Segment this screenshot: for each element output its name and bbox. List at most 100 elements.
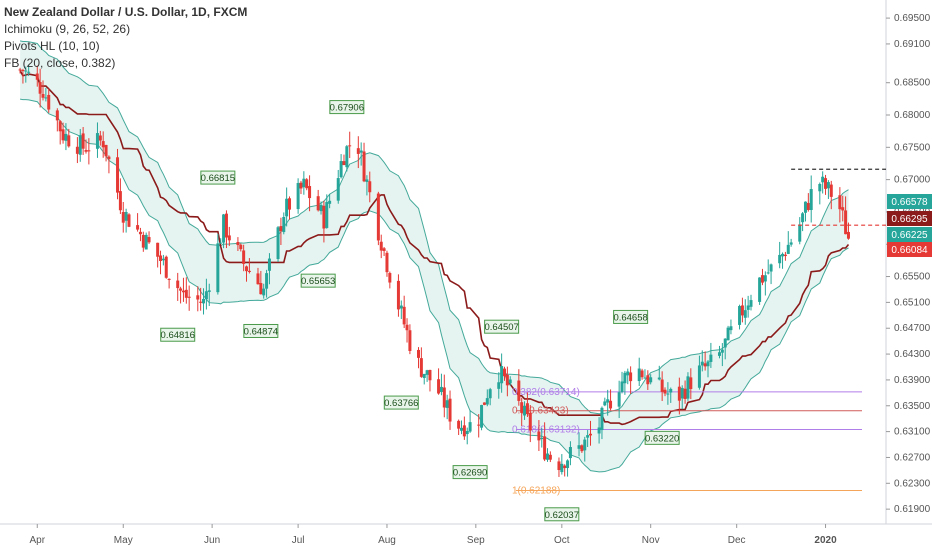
candle-body — [179, 288, 183, 291]
candle-body — [27, 71, 31, 73]
candle-body — [620, 381, 624, 393]
candle-body — [749, 300, 753, 307]
candle-body — [663, 389, 667, 394]
fib-level-label: 0.618(0.63132) — [512, 425, 580, 436]
candle-body — [184, 289, 188, 298]
candle-body — [202, 298, 206, 304]
candle-body — [47, 94, 51, 110]
fib-level-label: 0.382(0.63714) — [512, 387, 580, 398]
pivot-low-label: 0.63220 — [645, 433, 679, 444]
candle-body — [803, 201, 807, 213]
candle-body — [144, 234, 148, 250]
candle-body — [227, 235, 231, 241]
candle-body — [497, 382, 501, 389]
candle-body — [844, 210, 848, 235]
pivot-box — [329, 100, 365, 115]
candle-body — [204, 291, 208, 300]
y-tick-label: 0.64700 — [894, 323, 931, 334]
price-badge — [887, 242, 932, 257]
candle-body — [545, 453, 549, 460]
candle-body — [161, 258, 165, 261]
candle-body — [118, 191, 122, 211]
candle-body — [104, 144, 108, 157]
x-tick-label: 2020 — [814, 535, 837, 546]
candle-body — [256, 273, 260, 285]
upper-band-line — [19, 40, 849, 415]
candle-body — [528, 412, 532, 431]
candle-body — [781, 253, 785, 257]
pivot-box — [544, 507, 580, 522]
pivot-low-label: 0.64874 — [244, 326, 278, 337]
candle-body — [78, 135, 82, 155]
candle-body — [563, 465, 567, 469]
candle-body — [388, 273, 392, 283]
candle-body — [568, 446, 572, 459]
candle-body — [680, 387, 684, 399]
candle-body — [339, 161, 343, 178]
candle-body — [459, 427, 463, 431]
candle-body — [247, 270, 251, 272]
candle-body — [302, 178, 306, 188]
candle-body — [505, 374, 509, 386]
candle-body — [236, 241, 240, 246]
candle-body — [325, 202, 329, 228]
candle-body — [824, 178, 828, 189]
indicator-ichimoku[interactable]: Ichimoku (9, 26, 52, 26) — [4, 22, 131, 36]
candle-body — [288, 198, 292, 210]
candle-body — [577, 445, 581, 449]
candle-body — [445, 400, 449, 408]
candle-body — [84, 150, 88, 152]
candle-body — [259, 283, 263, 295]
candle-body — [167, 278, 171, 280]
candle-body — [646, 375, 650, 385]
x-tick-label: Nov — [642, 535, 660, 546]
candle-body — [439, 386, 443, 392]
candle-body — [626, 371, 630, 376]
candle-body — [477, 424, 481, 426]
candle-body — [729, 326, 733, 331]
candle-body — [643, 377, 647, 379]
candle-body — [58, 121, 62, 132]
candle-body — [683, 388, 687, 399]
candle-body — [348, 145, 352, 147]
candle-body — [488, 389, 492, 399]
pivot-box — [243, 323, 279, 338]
candle-body — [322, 205, 326, 229]
candle-body — [723, 338, 727, 348]
candle-body — [147, 237, 151, 243]
pivot-box — [160, 327, 196, 342]
x-tick-label: Apr — [29, 535, 45, 546]
candle-body — [187, 296, 191, 298]
candle-body — [379, 241, 383, 251]
candle-body — [425, 370, 429, 375]
candle-body — [95, 133, 99, 149]
candle-body — [224, 213, 228, 238]
candle-body — [738, 306, 742, 325]
candle-body — [603, 401, 607, 406]
x-tick-label: Oct — [554, 535, 570, 546]
fib-level-label: 0.5(0.63423) — [512, 406, 569, 417]
y-tick-label: 0.68500 — [894, 78, 931, 89]
indicator-fb[interactable]: FB (20, close, 0.382) — [4, 56, 116, 70]
candle-body — [583, 439, 587, 451]
y-tick-label: 0.64300 — [894, 349, 931, 360]
candle-body — [520, 402, 524, 413]
candle-body — [560, 463, 564, 473]
candle-body — [336, 178, 340, 201]
candle-body — [677, 386, 681, 401]
candle-body — [64, 133, 68, 141]
symbol-title[interactable]: New Zealand Dollar / U.S. Dollar, 1D, FX… — [4, 5, 248, 19]
indicator-pivots[interactable]: Pivots HL (10, 10) — [4, 39, 100, 53]
price-badge — [887, 211, 932, 226]
candle-body — [216, 243, 220, 293]
candle-body — [523, 405, 527, 416]
candle-body — [239, 244, 243, 250]
candle-body — [801, 213, 805, 223]
candle-body — [24, 70, 28, 72]
candle-body — [717, 352, 721, 356]
pivot-high-label: 0.64507 — [484, 322, 518, 333]
candle-body — [798, 224, 802, 242]
pivot-box — [452, 465, 488, 480]
candle-body — [480, 405, 484, 428]
